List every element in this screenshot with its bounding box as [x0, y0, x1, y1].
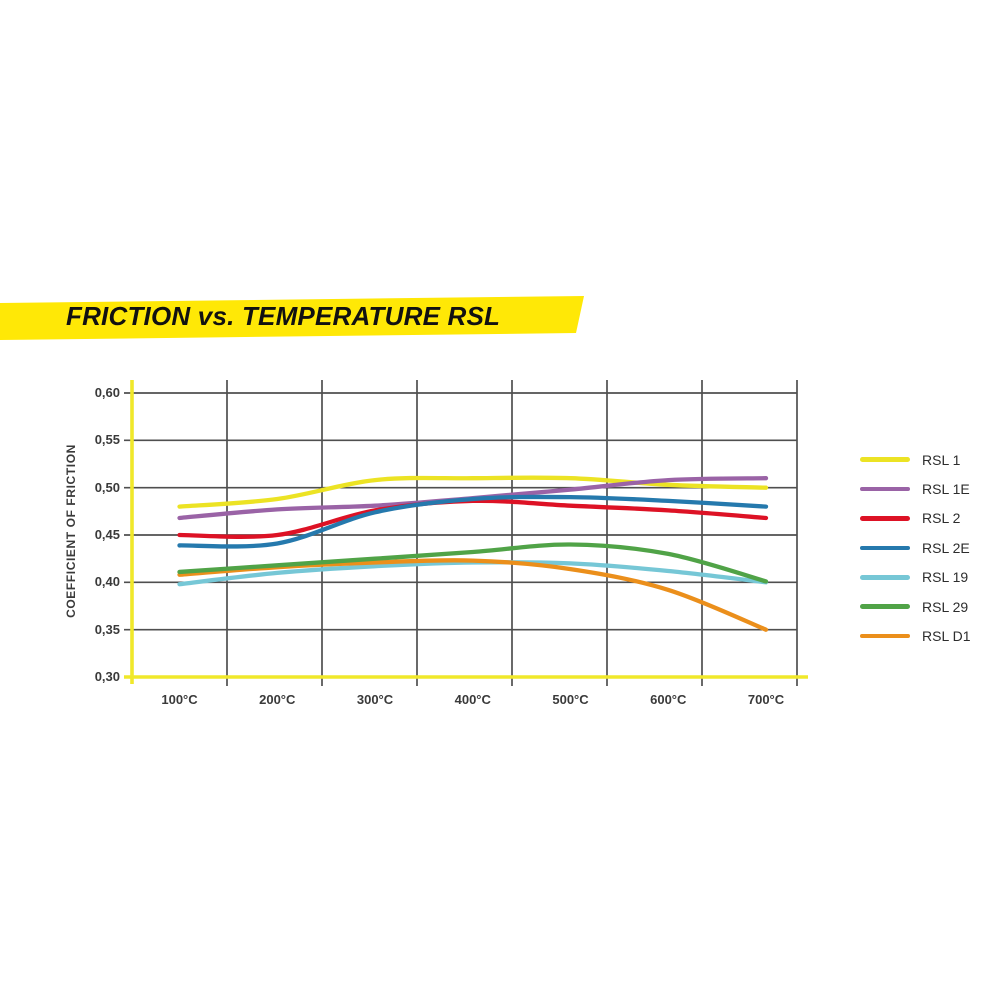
legend-item-label: RSL 2E — [922, 539, 970, 556]
y-tick-label: 0,55 — [94, 432, 120, 448]
x-tick-label: 500°C — [552, 692, 589, 707]
legend-swatch — [860, 516, 910, 521]
legend-swatch — [860, 457, 910, 462]
y-tick-label: 0,30 — [94, 669, 120, 684]
y-tick-label: 0,45 — [94, 527, 120, 542]
legend-item-label: RSL 19 — [922, 569, 969, 586]
x-tick-label: 300°C — [356, 692, 394, 707]
legend-item-label: RSL 1E — [922, 481, 970, 498]
legend-swatch — [860, 545, 910, 551]
title-banner: FRICTION vs. TEMPERATURE RSL — [0, 296, 584, 340]
legend-item-label: RSL D1 — [922, 628, 971, 645]
legend-item: RSL 2E — [860, 533, 971, 562]
series-line-RSL-29 — [177, 542, 769, 584]
y-tick-label: 0,35 — [94, 621, 120, 637]
legend-item: RSL 29 — [860, 592, 971, 621]
y-tick-label: 0,50 — [94, 479, 120, 495]
y-tick-label: 0,40 — [94, 574, 120, 590]
legend: RSL 1 RSL 1E RSL 2 RSL 2E RSL 19 RSL 29 RSL D1 — [860, 445, 971, 651]
legend-item: RSL 2 — [860, 504, 971, 533]
legend-item-label: RSL 29 — [922, 598, 969, 615]
series-line-RSL-1 — [177, 475, 769, 509]
legend-item-label: RSL 2 — [922, 510, 961, 527]
x-tick-label: 400°C — [454, 692, 491, 707]
legend-item: RSL 19 — [860, 563, 971, 592]
page-title: FRICTION vs. TEMPERATURE RSL — [66, 300, 501, 331]
legend-item: RSL 1 — [860, 445, 971, 474]
x-tick-label: 200°C — [259, 692, 296, 707]
legend-swatch — [860, 633, 910, 639]
legend-item: RSL D1 — [860, 621, 971, 650]
legend-swatch — [860, 604, 910, 609]
legend-swatch — [860, 574, 910, 580]
legend-item-label: RSL 1 — [922, 451, 961, 468]
legend-swatch — [860, 486, 910, 492]
series-line-RSL-2 — [177, 498, 769, 539]
x-tick-label: 600°C — [650, 692, 687, 707]
y-tick-label: 0,60 — [94, 385, 120, 400]
x-tick-label: 700°C — [747, 692, 785, 707]
x-tick-label: 100°C — [161, 692, 198, 707]
series-line-RSL-2E — [177, 494, 769, 549]
legend-item: RSL 1E — [860, 474, 971, 503]
